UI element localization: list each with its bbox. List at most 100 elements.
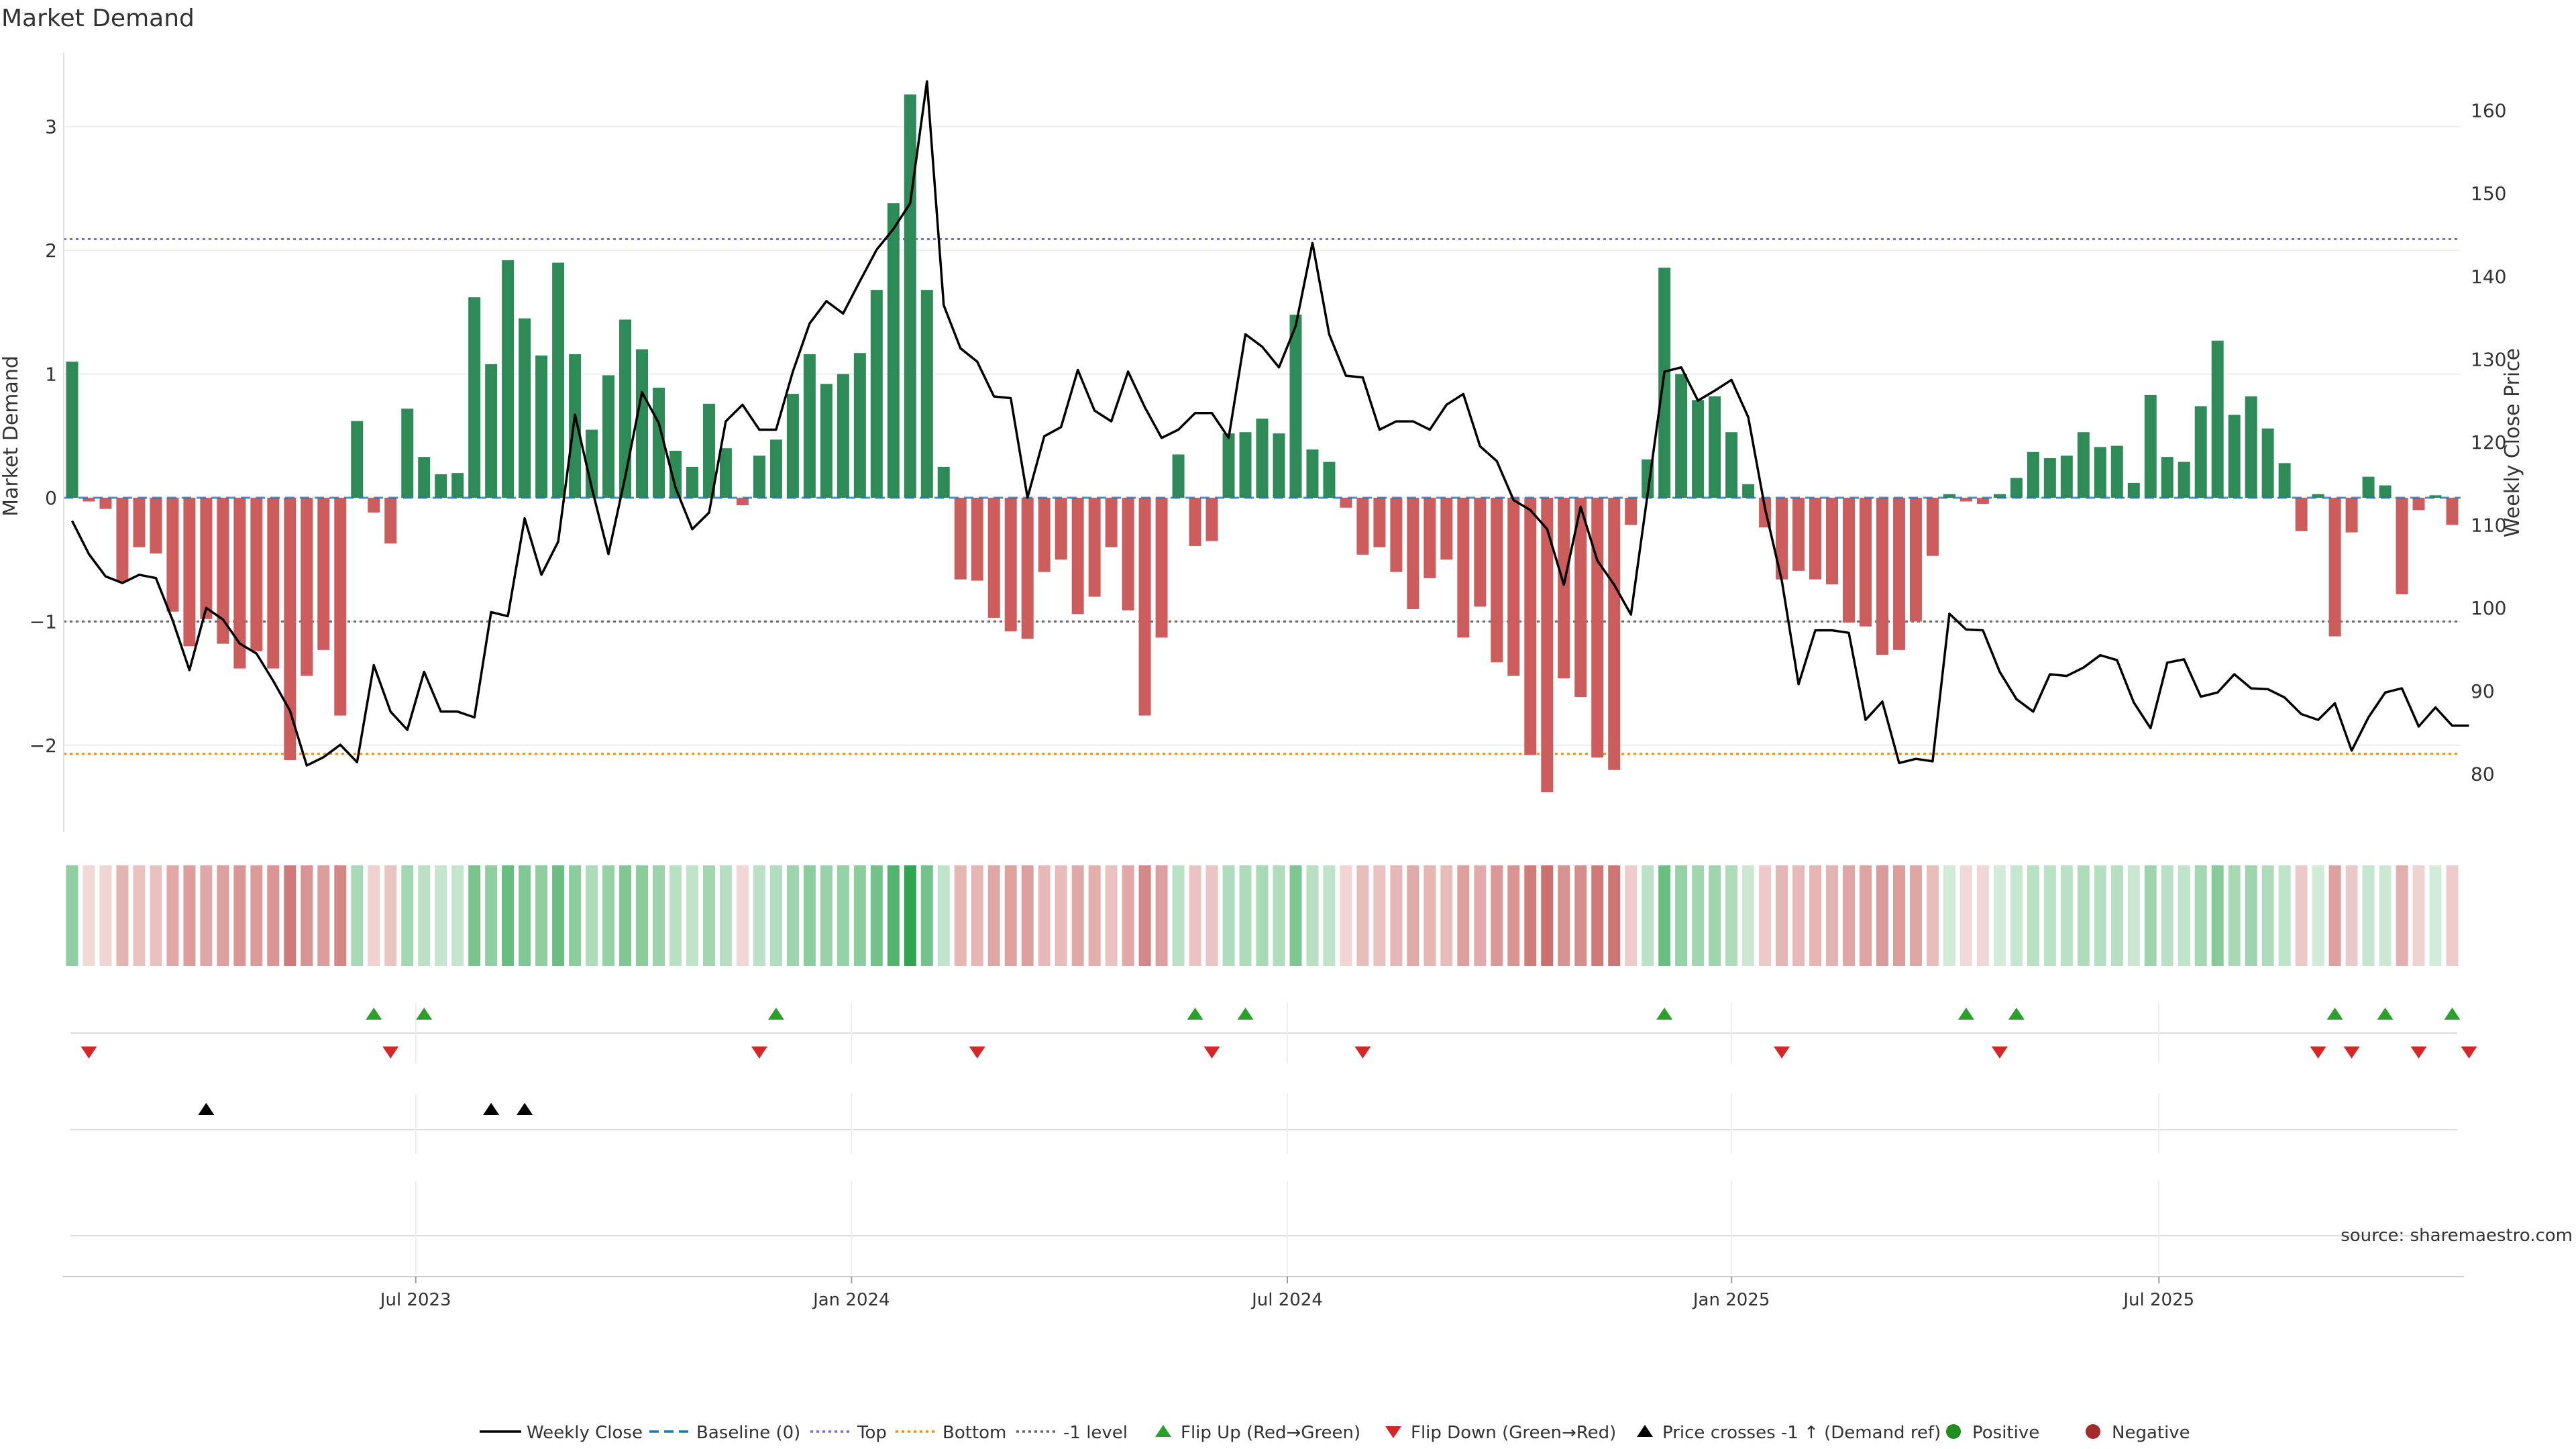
heat-cell: [1993, 865, 2006, 966]
heat-cell: [2178, 865, 2190, 966]
demand-bar: [2043, 458, 2056, 498]
demand-bar: [2261, 428, 2274, 498]
heat-cell: [1843, 865, 1856, 966]
flip-down-marker: [969, 1046, 985, 1059]
heat-cell: [2043, 865, 2056, 966]
heat-cell: [384, 865, 397, 966]
heat-cell: [786, 865, 799, 966]
heat-cell: [1826, 865, 1839, 966]
heat-cell: [1574, 865, 1587, 966]
demand-bar: [2345, 498, 2358, 533]
heat-cell: [66, 865, 78, 966]
heat-cell: [2396, 865, 2408, 966]
demand-bar: [1205, 498, 1218, 541]
heat-cell: [1055, 865, 1067, 966]
demand-bar: [1239, 432, 1252, 498]
demand-bar: [1943, 494, 1955, 498]
heat-cell: [702, 865, 715, 966]
legend-label: Weekly Close: [527, 1423, 643, 1443]
heat-cell: [1792, 865, 1805, 966]
heat-cell: [1306, 865, 1319, 966]
demand-bar: [2060, 455, 2073, 498]
heat-cell: [1591, 865, 1604, 966]
demand-bar: [954, 498, 967, 580]
heat-cell: [2060, 865, 2073, 966]
heat-cell: [2228, 865, 2241, 966]
heat-cell: [267, 865, 280, 966]
heat-cell: [99, 865, 112, 966]
demand-bar: [1122, 498, 1134, 610]
demand-bar: [1440, 498, 1453, 560]
heat-cell: [183, 865, 196, 966]
demand-bar: [2446, 498, 2459, 525]
y2-tick-label: 110: [2471, 515, 2506, 537]
demand-bar: [920, 290, 933, 498]
flip-up-marker: [767, 1008, 784, 1020]
demand-bar: [987, 498, 1000, 618]
heat-cell: [2027, 865, 2039, 966]
x-tick-label: Jan 2024: [812, 1290, 890, 1310]
demand-bar: [133, 498, 146, 547]
demand-bar: [820, 384, 833, 498]
heat-cell: [1088, 865, 1101, 966]
demand-bar: [1373, 498, 1386, 547]
demand-bar: [1457, 498, 1470, 638]
chart-title: Market Demand: [1, 5, 195, 32]
demand-bar: [1742, 484, 1755, 498]
demand-bar: [1625, 498, 1638, 525]
heat-cell: [2261, 865, 2274, 966]
heat-cell: [468, 865, 481, 966]
heat-cell: [2194, 865, 2207, 966]
demand-bar: [1155, 498, 1168, 638]
demand-bar: [1273, 433, 1285, 498]
demand-bar: [619, 319, 632, 498]
demand-bar: [2295, 498, 2308, 531]
heat-cell: [1256, 865, 1269, 966]
demand-bar: [384, 498, 397, 544]
demand-bar: [2278, 463, 2291, 498]
flip-up-marker: [1957, 1008, 1974, 1020]
y2-tick-label: 80: [2471, 763, 2495, 785]
heat-cell: [1138, 865, 1151, 966]
legend-label: Positive: [1972, 1423, 2039, 1443]
demand-bar: [1289, 315, 1302, 498]
demand-bar: [1021, 498, 1034, 639]
heat-cell: [200, 865, 213, 966]
heat-cell: [2127, 865, 2140, 966]
demand-bar: [502, 260, 515, 498]
heat-cell: [904, 865, 916, 966]
demand-bar: [736, 498, 749, 506]
heat-cell: [1692, 865, 1705, 966]
demand-bars: [66, 94, 2459, 792]
flip-down-marker: [1991, 1046, 2008, 1059]
demand-bar: [200, 498, 213, 619]
heat-cell: [2077, 865, 2090, 966]
y-axis-left-label: Market Demand: [0, 356, 23, 517]
y-tick-label: 2: [45, 239, 57, 262]
heat-cell: [1892, 865, 1905, 966]
demand-bar: [1675, 374, 1688, 498]
heat-cell: [1390, 865, 1403, 966]
demand-bar: [1424, 498, 1436, 578]
heat-cell: [250, 865, 263, 966]
demand-bar: [1993, 494, 2006, 498]
heat-cell: [2429, 865, 2442, 966]
flip-down-marker: [2310, 1046, 2326, 1059]
heat-cell: [1474, 865, 1487, 966]
source-note: source: sharemaestro.com: [2341, 1226, 2573, 1246]
demand-bar: [1725, 432, 1738, 498]
legend-label: -1 level: [1063, 1423, 1128, 1443]
demand-bar: [1407, 498, 1419, 609]
heat-cell: [837, 865, 849, 966]
legend-label: Top: [857, 1423, 887, 1443]
heat-cell: [217, 865, 229, 966]
demand-bar: [116, 498, 129, 582]
demand-bar: [1306, 449, 1319, 498]
demand-bar: [1608, 498, 1621, 770]
demand-bar: [1776, 498, 1788, 580]
heat-cell: [1172, 865, 1185, 966]
heat-cell: [1876, 865, 1888, 966]
heat-cell: [2278, 865, 2291, 966]
demand-bar: [2429, 495, 2442, 498]
demand-bar: [1909, 498, 1922, 622]
